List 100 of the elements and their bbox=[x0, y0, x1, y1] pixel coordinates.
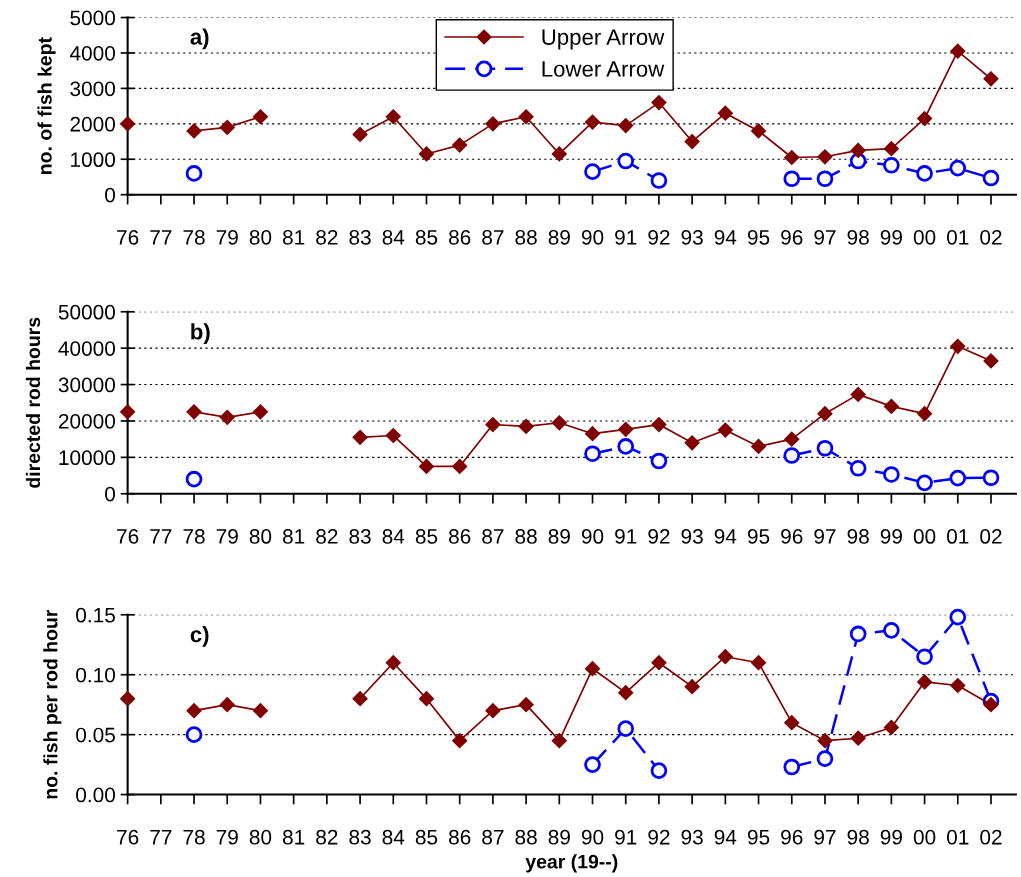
point bbox=[750, 123, 767, 139]
point bbox=[617, 720, 635, 737]
point bbox=[352, 126, 368, 143]
point bbox=[352, 691, 368, 707]
point bbox=[783, 447, 801, 464]
point bbox=[817, 149, 833, 165]
y-tick-label: 0 bbox=[105, 486, 116, 502]
point bbox=[950, 338, 966, 354]
x-tick-label: 95 bbox=[747, 229, 770, 245]
x-tick-label: 91 bbox=[615, 529, 637, 544]
point bbox=[418, 146, 435, 162]
point bbox=[418, 458, 435, 475]
point bbox=[618, 685, 634, 701]
x-tick-label: 02 bbox=[980, 529, 1002, 544]
x-tick-label: 76 bbox=[117, 229, 139, 245]
x-tick-label: 79 bbox=[216, 529, 238, 544]
point bbox=[717, 422, 733, 438]
point bbox=[584, 163, 601, 180]
x-tick-label: 89 bbox=[548, 229, 570, 245]
x-tick-label: 94 bbox=[714, 229, 737, 245]
point bbox=[816, 170, 834, 188]
chart-title: b) bbox=[191, 323, 210, 344]
x-tick-label: 84 bbox=[382, 829, 405, 845]
x-tick-label: 86 bbox=[449, 229, 471, 245]
point bbox=[983, 71, 999, 87]
legend-label: Upper Arrow bbox=[542, 29, 665, 50]
x-tick-label: 88 bbox=[515, 229, 537, 245]
point bbox=[784, 431, 800, 447]
x-tick-label: 78 bbox=[183, 529, 205, 544]
point bbox=[650, 762, 668, 779]
x-tick-label: 86 bbox=[449, 529, 471, 544]
y-tick-label: 3000 bbox=[70, 81, 116, 97]
point bbox=[120, 691, 136, 707]
point bbox=[849, 625, 867, 643]
x-tick-label: 96 bbox=[781, 529, 803, 544]
point bbox=[252, 404, 269, 420]
point bbox=[883, 156, 900, 174]
point bbox=[916, 474, 933, 492]
point bbox=[650, 452, 668, 470]
point bbox=[186, 123, 202, 139]
x-tick-label: 85 bbox=[415, 529, 438, 544]
point bbox=[983, 697, 999, 713]
point bbox=[352, 429, 368, 445]
point bbox=[120, 404, 136, 420]
point bbox=[485, 417, 501, 433]
point bbox=[186, 404, 202, 420]
x-tick-label: 89 bbox=[548, 529, 570, 544]
y-tick-label: 2000 bbox=[70, 116, 116, 132]
point bbox=[518, 109, 534, 125]
point bbox=[817, 733, 833, 749]
x-tick-label: 94 bbox=[714, 829, 737, 845]
x-tick-label: 80 bbox=[249, 529, 272, 544]
x-tick-label: 78 bbox=[183, 829, 205, 845]
x-tick-label: 91 bbox=[615, 829, 637, 845]
point bbox=[949, 469, 967, 487]
point bbox=[385, 109, 401, 125]
x-tick-label: 01 bbox=[947, 829, 969, 845]
point bbox=[883, 141, 899, 157]
point bbox=[185, 470, 203, 488]
x-tick-label: 97 bbox=[814, 529, 836, 544]
point bbox=[651, 655, 667, 671]
x-tick-label: 87 bbox=[482, 529, 504, 544]
point bbox=[584, 756, 601, 773]
point bbox=[982, 469, 1000, 487]
x-tick-label: 84 bbox=[382, 529, 405, 544]
point bbox=[750, 438, 767, 455]
point bbox=[783, 170, 801, 188]
point bbox=[452, 733, 468, 749]
point bbox=[252, 703, 269, 719]
point bbox=[717, 649, 733, 665]
x-tick-label: 97 bbox=[814, 229, 836, 245]
x-tick-label: 91 bbox=[615, 229, 637, 245]
x-tick-label: 96 bbox=[781, 229, 803, 245]
x-tick-label: 90 bbox=[581, 529, 604, 544]
y-tick-label: 20000 bbox=[58, 413, 116, 429]
y-axis-title: directed rod hours bbox=[25, 317, 41, 488]
point bbox=[916, 165, 933, 182]
point bbox=[185, 726, 203, 743]
y-tick-label: 30000 bbox=[58, 377, 116, 393]
point bbox=[684, 679, 700, 695]
point bbox=[485, 703, 501, 719]
x-tick-label: 98 bbox=[847, 229, 869, 245]
x-tick-label: 97 bbox=[814, 829, 836, 845]
x-tick-label: 87 bbox=[482, 829, 504, 845]
point bbox=[551, 733, 567, 749]
point bbox=[850, 386, 866, 402]
point bbox=[518, 418, 534, 434]
point bbox=[584, 426, 601, 442]
x-tick-label: 80 bbox=[249, 229, 272, 245]
y-tick-label: 0.00 bbox=[76, 787, 116, 803]
x-tick-label: 98 bbox=[847, 829, 869, 845]
x-tick-label: 81 bbox=[282, 529, 305, 544]
point bbox=[385, 655, 401, 671]
x-tick-label: 81 bbox=[282, 229, 305, 245]
x-tick-label: 83 bbox=[349, 529, 371, 544]
x-tick-label: 76 bbox=[117, 829, 139, 845]
point bbox=[784, 715, 800, 731]
x-tick-label: 85 bbox=[415, 229, 438, 245]
point bbox=[584, 445, 601, 463]
x-tick-label: 00 bbox=[913, 529, 936, 544]
